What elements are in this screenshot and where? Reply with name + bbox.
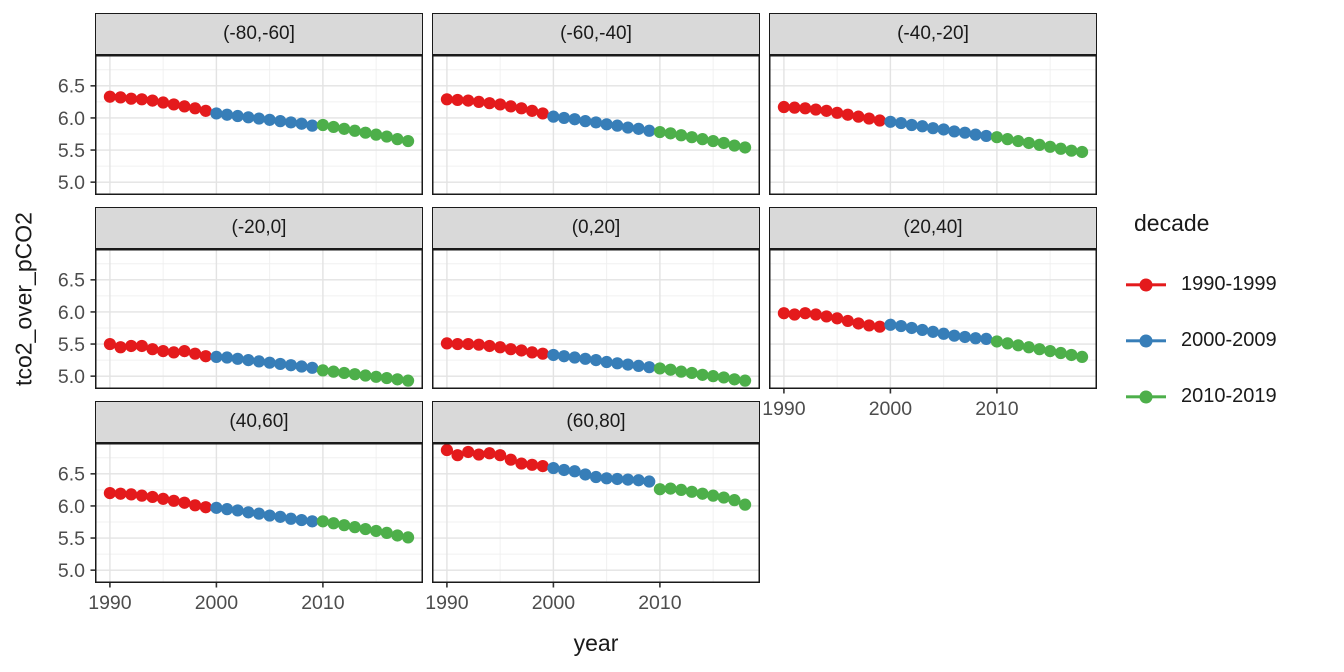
facet-panel: (0,20] bbox=[432, 207, 760, 389]
series-2010-2019 bbox=[653, 125, 752, 154]
facet-panel: (-80,-60] 5.0 5.5 6.0 6.5 bbox=[58, 13, 423, 195]
facet-panel: (-40,-20] bbox=[769, 13, 1097, 195]
y-tick-label: 6.5 bbox=[58, 464, 85, 486]
legend-entry: 2000-2009 bbox=[1126, 329, 1277, 352]
panel-plot-area bbox=[432, 249, 760, 389]
legend-entry-label: 2000-2009 bbox=[1181, 329, 1277, 351]
y-tick-label: 5.0 bbox=[58, 172, 85, 194]
legend-key-icon bbox=[1126, 276, 1166, 294]
legend: decade 1990-1999 2000-2009 2010-2019 bbox=[1126, 210, 1277, 441]
series-2000-2009 bbox=[884, 318, 993, 346]
panel-plot-area: 1990 2000 2010 bbox=[762, 249, 1097, 420]
x-axis-title: year bbox=[573, 630, 619, 656]
series-2000-2009 bbox=[547, 348, 656, 374]
legend-title: decade bbox=[1134, 210, 1210, 236]
y-tick-label: 6.5 bbox=[58, 270, 85, 292]
series-2000-2009 bbox=[210, 501, 319, 528]
legend-entry: 2010-2019 bbox=[1126, 385, 1277, 408]
facet-grid: (-80,-60] 5.0 5.5 6.0 6.5 (-60,-40] (-40,-20] (… bbox=[58, 13, 1097, 614]
series-2000-2009 bbox=[547, 461, 656, 488]
facet-strip-label: (40,60] bbox=[95, 401, 423, 443]
series-1990-1999 bbox=[440, 337, 549, 360]
y-tick-label: 5.5 bbox=[58, 334, 85, 356]
x-tick-label: 2010 bbox=[638, 592, 682, 614]
x-tick-label: 2000 bbox=[532, 592, 576, 614]
series-1990-1999 bbox=[777, 100, 886, 127]
facet-panel: (20,40] 1990 2000 2010 bbox=[762, 207, 1097, 420]
y-tick-label: 6.5 bbox=[58, 76, 85, 98]
panel-plot-area: 5.0 5.5 6.0 6.5 1990 2000 2010 bbox=[58, 443, 423, 614]
series-2010-2019 bbox=[653, 482, 752, 511]
legend-key-icon bbox=[1126, 388, 1166, 406]
legend-entries: 1990-1999 2000-2009 2010-2019 bbox=[1126, 273, 1277, 408]
x-tick-label: 1990 bbox=[762, 398, 806, 420]
panel-plot-area: 1990 2000 2010 bbox=[425, 443, 760, 614]
y-axis-title-text: tco2_over_pCO2 bbox=[10, 212, 37, 386]
legend-entry-label: 1990-1999 bbox=[1181, 273, 1277, 295]
y-tick-label: 6.0 bbox=[58, 496, 85, 518]
panel-plot-area: 5.0 5.5 6.0 6.5 bbox=[58, 249, 423, 389]
x-tick-label: 1990 bbox=[88, 592, 132, 614]
series-2010-2019 bbox=[990, 335, 1089, 363]
x-tick-label: 2010 bbox=[301, 592, 345, 614]
y-tick-label: 5.5 bbox=[58, 140, 85, 162]
facet-strip-label: (0,20] bbox=[432, 207, 760, 249]
series-1990-1999 bbox=[440, 443, 549, 473]
legend-entry: 1990-1999 bbox=[1126, 273, 1277, 296]
x-tick-label: 2010 bbox=[975, 398, 1019, 420]
y-tick-label: 5.0 bbox=[58, 366, 85, 388]
x-tick-label: 2000 bbox=[195, 592, 239, 614]
series-2000-2009 bbox=[547, 110, 656, 137]
y-tick-label: 5.0 bbox=[58, 560, 85, 582]
panel-plot-area bbox=[432, 55, 760, 195]
y-tick-label: 6.0 bbox=[58, 302, 85, 324]
series-1990-1999 bbox=[103, 337, 212, 363]
series-1990-1999 bbox=[440, 93, 549, 120]
facet-panel: (-20,0] 5.0 5.5 6.0 6.5 bbox=[58, 207, 423, 389]
facet-strip-label: (-20,0] bbox=[95, 207, 423, 249]
x-tick-label: 2000 bbox=[869, 398, 913, 420]
panel-plot-area bbox=[769, 55, 1097, 195]
series-2000-2009 bbox=[210, 107, 319, 132]
facet-panel: (-60,-40] bbox=[432, 13, 760, 195]
facet-panel: (60,80] 1990 2000 2010 bbox=[425, 401, 760, 614]
facet-strip-label: (20,40] bbox=[769, 207, 1097, 249]
panel-plot-area: 5.0 5.5 6.0 6.5 bbox=[58, 55, 423, 195]
facet-strip-label: (-80,-60] bbox=[95, 13, 423, 55]
series-1990-1999 bbox=[777, 307, 886, 333]
series-2010-2019 bbox=[316, 364, 415, 387]
series-1990-1999 bbox=[103, 90, 212, 117]
series-1990-1999 bbox=[103, 486, 212, 514]
legend-key-icon bbox=[1126, 332, 1166, 350]
legend-entry-label: 2010-2019 bbox=[1181, 385, 1277, 407]
series-2000-2009 bbox=[884, 115, 993, 143]
series-2010-2019 bbox=[653, 362, 752, 387]
facet-strip-label: (-40,-20] bbox=[769, 13, 1097, 55]
facet-strip-label: (-60,-40] bbox=[432, 13, 760, 55]
y-tick-label: 6.0 bbox=[58, 108, 85, 130]
y-tick-label: 5.5 bbox=[58, 528, 85, 550]
series-2010-2019 bbox=[316, 118, 415, 148]
facet-strip-label: (60,80] bbox=[432, 401, 760, 443]
series-2010-2019 bbox=[990, 131, 1089, 159]
series-2010-2019 bbox=[316, 515, 415, 544]
series-2000-2009 bbox=[210, 350, 319, 374]
x-tick-label: 1990 bbox=[425, 592, 469, 614]
facet-panel: (40,60] 5.0 5.5 6.0 6.5 1990 2000 2010 bbox=[58, 401, 423, 614]
